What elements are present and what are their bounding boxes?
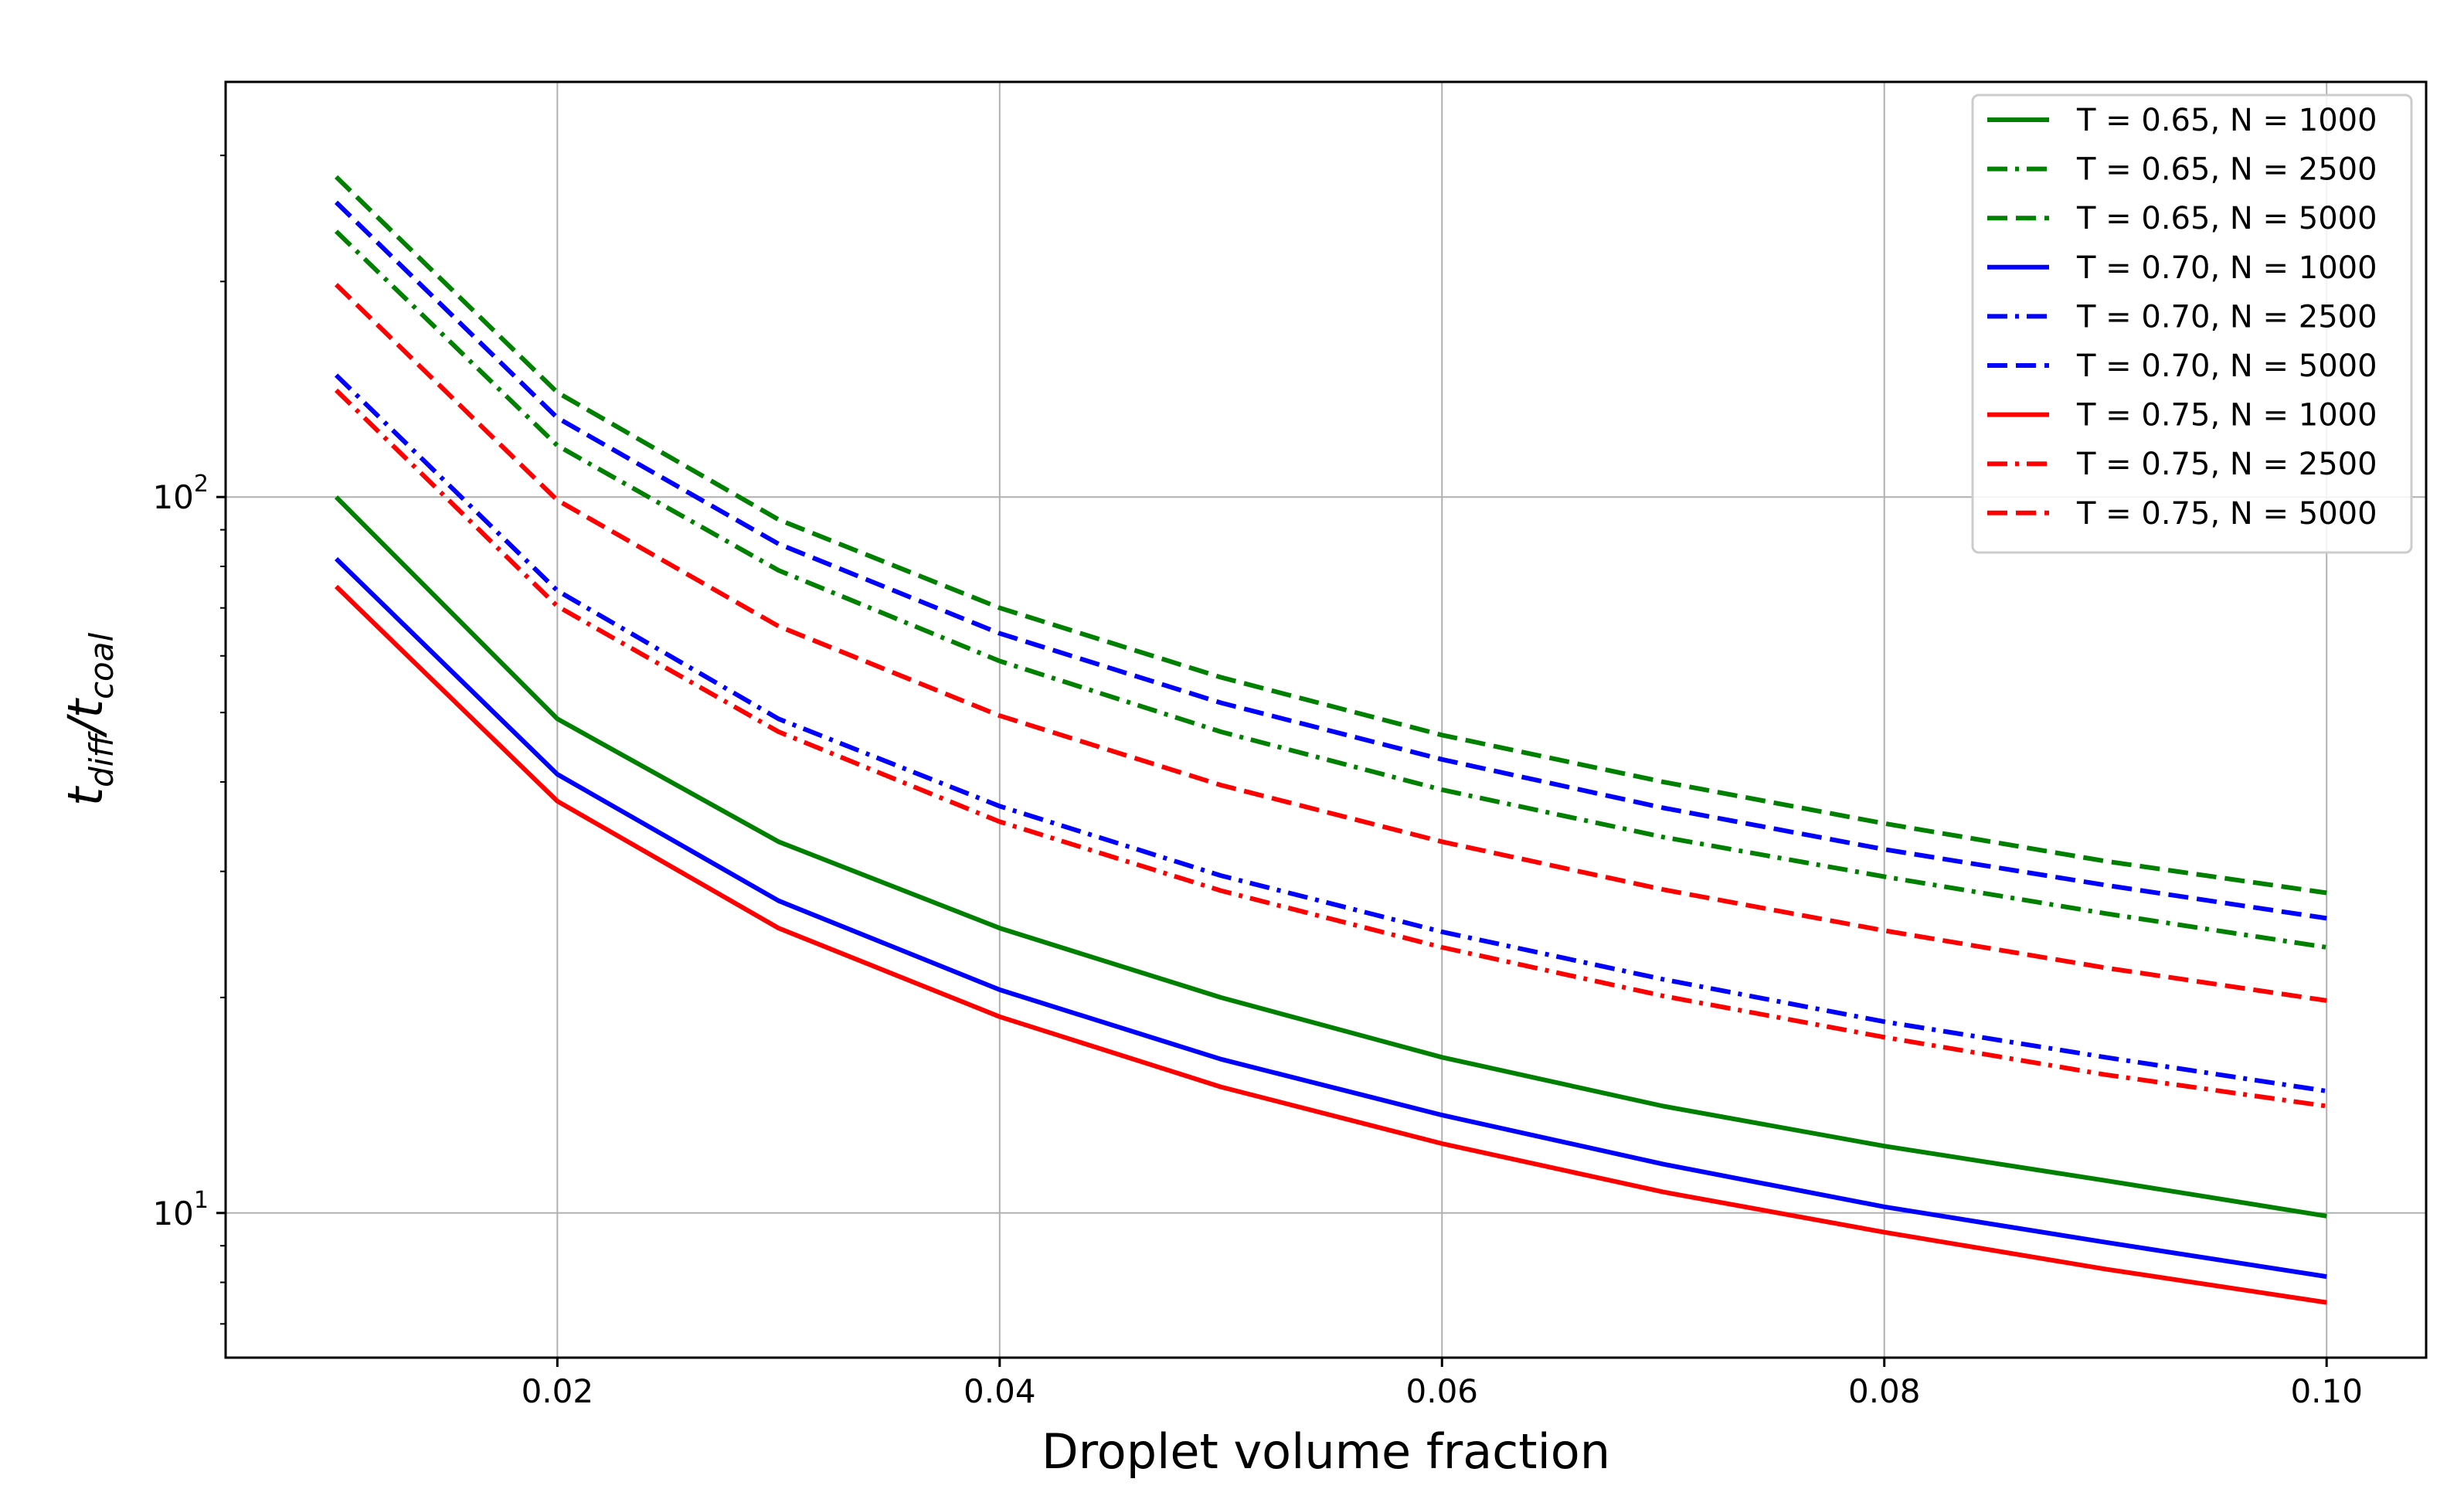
series-line-9 [335,283,2327,1003]
y-axis-title-t2: t [57,697,114,718]
series-line-3 [335,175,2327,896]
series-line-8 [335,388,2327,1109]
x-tick-label: 0.10 [2290,1372,2363,1410]
legend-label: T = 0.75, N = 1000 [2076,398,2377,433]
legend-label: T = 0.70, N = 1000 [2076,250,2377,286]
series-line-6 [335,200,2327,921]
series-line-4 [335,556,2327,1280]
y-tick-label-base: 10 [152,478,193,516]
legend: T = 0.65, N = 1000 T = 0.65, N = 2500 T = … [1971,93,2413,554]
y-axis-title: tdiff/tcoal [57,632,121,806]
y-tick-label-exponent: 1 [194,1187,209,1214]
plot-lines [334,175,2327,1305]
series-line-2 [335,229,2327,950]
legend-label: T = 0.75, N = 5000 [2076,496,2377,532]
legend-box [1971,93,2413,554]
legend-label: T = 0.65, N = 2500 [2076,152,2377,188]
series-line-5 [335,373,2327,1093]
plot-frame [224,80,2428,1359]
legend-entries: T = 0.65, N = 1000 T = 0.65, N = 2500 T = … [1987,103,2377,532]
legend-label: T = 0.65, N = 5000 [2076,201,2377,236]
y-tick-label-exponent: 2 [194,471,209,498]
y-tick-label: 101 [152,1187,209,1232]
x-axis-title: Droplet volume fraction [1042,1423,1610,1480]
x-tick-label: 0.02 [522,1372,594,1410]
legend-label: T = 0.70, N = 5000 [2076,348,2377,384]
y-tick-label: 102 [152,471,209,516]
series-line-7 [335,584,2327,1305]
y-axis-title-sub2: coal [83,632,121,699]
y-axis-title-t1: t [57,785,114,806]
legend-label: T = 0.75, N = 2500 [2076,447,2377,482]
y-tick-label-base: 10 [152,1195,193,1232]
x-tick-label: 0.06 [1406,1372,1479,1410]
legend-label: T = 0.70, N = 2500 [2076,299,2377,335]
x-tick-label: 0.08 [1848,1372,1921,1410]
legend-label: T = 0.65, N = 1000 [2076,103,2377,138]
x-tick-label: 0.04 [964,1372,1036,1410]
series-line-1 [334,495,2327,1219]
y-axis-title-sub1: diff [83,731,121,787]
